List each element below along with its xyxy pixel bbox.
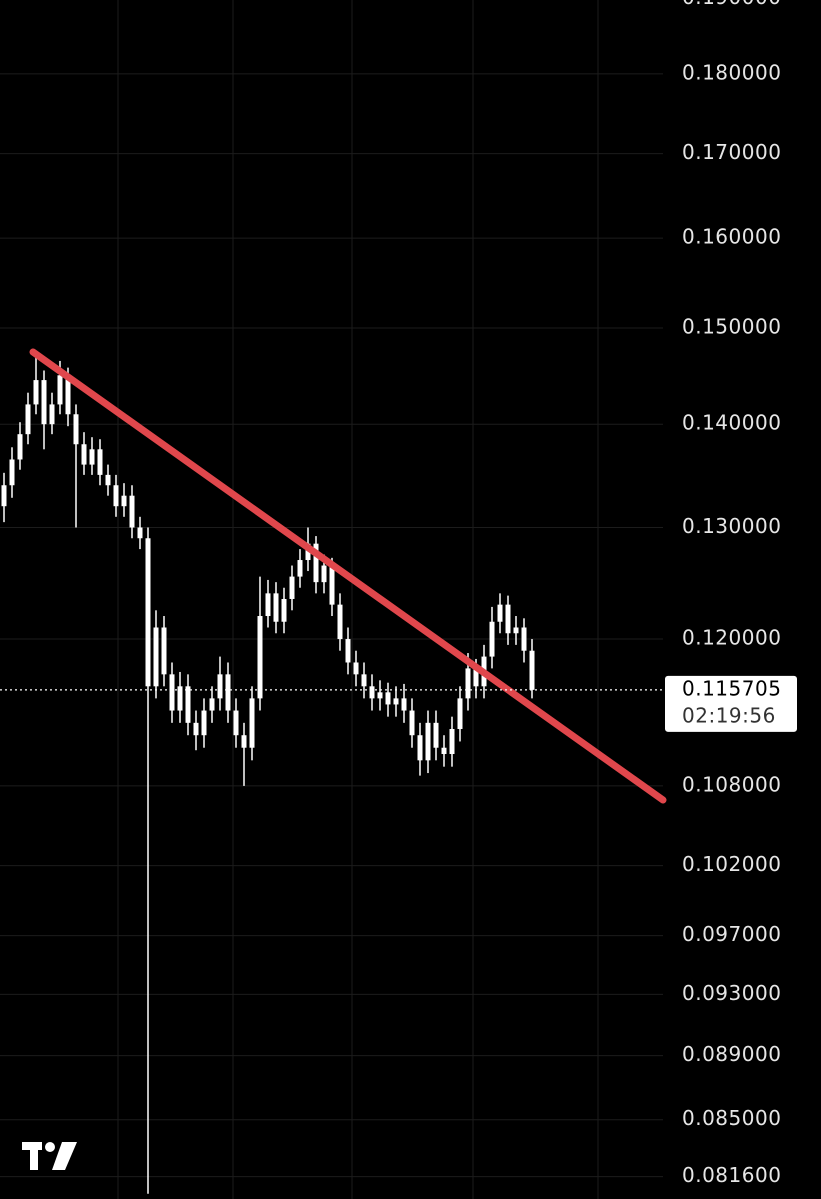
candle-body [129, 495, 135, 528]
candle-body [105, 474, 111, 486]
logo-part [52, 1142, 77, 1170]
candle-body [1, 485, 7, 507]
y-tick-label: 0.093000 [682, 981, 781, 1005]
candle-body [145, 538, 151, 687]
candle-body [425, 722, 431, 761]
y-tick-label: 0.150000 [682, 315, 781, 339]
last-price-box [665, 675, 797, 732]
candle-body [233, 710, 239, 736]
candle-body [177, 686, 183, 711]
candle-body [17, 434, 23, 460]
candle-body [449, 729, 455, 755]
candle-body [473, 668, 479, 687]
y-tick-label: 0.170000 [682, 140, 781, 164]
candle-body [521, 627, 527, 651]
candle-body [505, 604, 511, 634]
y-tick-label: 0.108000 [682, 772, 781, 796]
candle-body [457, 698, 463, 730]
candle-body [121, 495, 127, 507]
candle-body [137, 527, 143, 539]
candle-body [385, 692, 391, 705]
last-price: 0.115705 02:19:56 [0, 675, 797, 732]
candle-body [297, 560, 303, 577]
candle-body [25, 404, 31, 435]
candle-body [161, 627, 167, 675]
candle-body [329, 565, 335, 605]
countdown-label: 02:19:56 [682, 703, 776, 727]
candle-body [313, 543, 319, 583]
candle-body [89, 449, 95, 465]
candle-body [377, 692, 383, 699]
candle-body [337, 604, 343, 640]
tradingview-logo [22, 1142, 77, 1170]
candle-body [353, 662, 359, 675]
candle-body [9, 459, 15, 486]
candle-body [201, 710, 207, 736]
horizontal-grid [0, 73, 663, 1178]
candle-body [497, 604, 503, 622]
candle-body [57, 375, 63, 405]
candle-body [401, 698, 407, 711]
logo-part [30, 1142, 38, 1170]
candle-body [281, 598, 287, 622]
y-tick-label: 0.140000 [682, 411, 781, 435]
candle-body [369, 686, 375, 699]
candle-body [65, 375, 71, 415]
y-tick-label: 0.081600 [682, 1163, 781, 1187]
candle-body [225, 674, 231, 711]
candle-body [49, 404, 55, 425]
price-axis: 0.190000 0.180000 0.170000 0.160000 0.150000… [682, 0, 781, 1187]
logo-part [45, 1142, 55, 1152]
y-tick-label: 0.180000 [682, 60, 781, 84]
candle-body [393, 698, 399, 705]
candle-body [81, 444, 87, 465]
candle-body [489, 621, 495, 657]
candle-body [209, 698, 215, 711]
candle-body [361, 674, 367, 687]
last-price-label: 0.115705 [682, 676, 781, 700]
candle-body [513, 627, 519, 634]
candle-body [153, 627, 159, 687]
candle-body [273, 593, 279, 622]
y-tick-label: 0.089000 [682, 1042, 781, 1066]
candle-body [33, 380, 39, 405]
candle-body [257, 616, 263, 699]
y-tick-label: 0.120000 [682, 626, 781, 650]
candle-body [441, 747, 447, 755]
y-tick-label: 0.190000 [682, 0, 781, 9]
candle-body [249, 698, 255, 748]
candle-body [97, 449, 103, 475]
candle-body [217, 674, 223, 699]
candle-body [409, 710, 415, 736]
candle-body [321, 565, 327, 583]
vertical-grid [117, 0, 599, 1199]
trend-line [29, 348, 667, 804]
candle-body [265, 593, 271, 617]
candle-body [185, 686, 191, 723]
candle-body [193, 722, 199, 736]
y-tick-label: 0.102000 [682, 852, 781, 876]
candle-body [169, 674, 175, 711]
y-tick-label: 0.160000 [682, 225, 781, 249]
candles [1, 354, 535, 1194]
candle-body [241, 735, 247, 748]
candle-body [41, 380, 47, 425]
candle-body [73, 414, 79, 445]
y-tick-label: 0.097000 [682, 922, 781, 946]
y-tick-label: 0.130000 [682, 514, 781, 538]
candle-body [345, 639, 351, 663]
candle-body [529, 650, 535, 690]
candle-body [289, 576, 295, 599]
y-tick-label: 0.085000 [682, 1106, 781, 1130]
candle-body [465, 668, 471, 699]
candle-body [433, 722, 439, 748]
candle-body [113, 485, 119, 507]
candle-body [417, 735, 423, 761]
